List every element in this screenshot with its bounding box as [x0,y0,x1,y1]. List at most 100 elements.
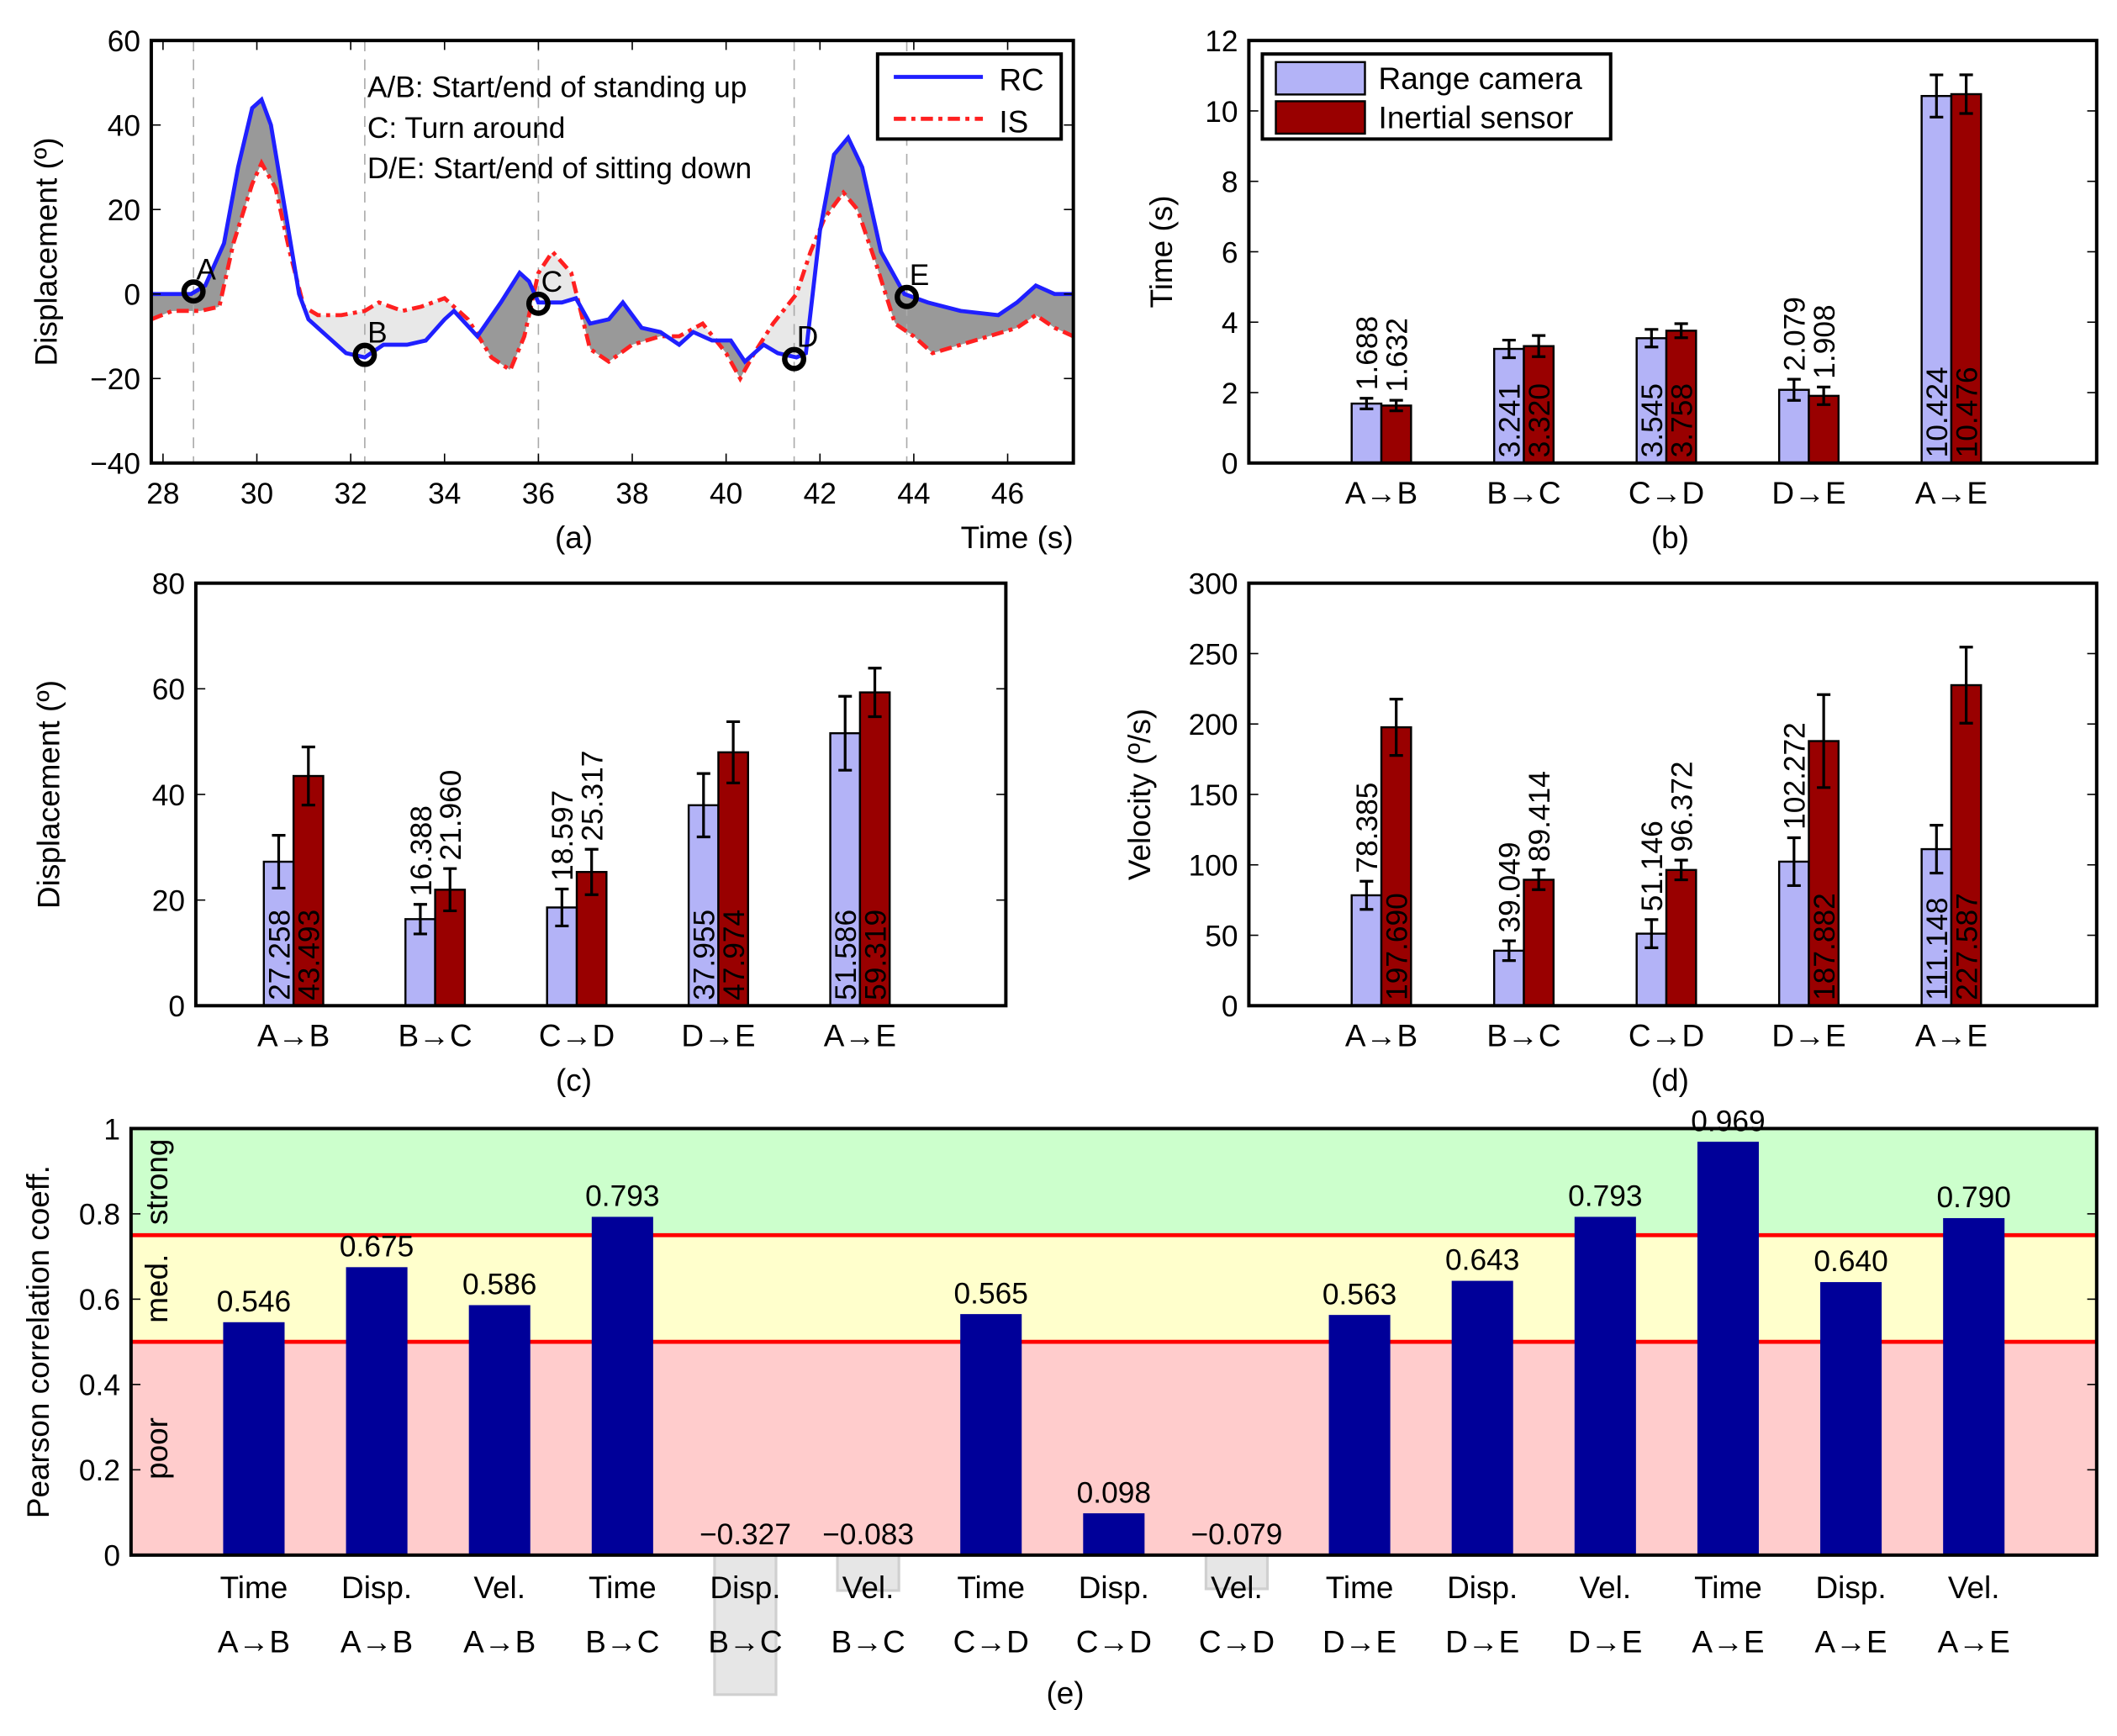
y-tick-label: 300 [1189,568,1238,601]
event-marker [895,284,919,309]
bar [1665,868,1697,1007]
caption: (a) [555,520,593,555]
error-bar [1389,697,1403,757]
bar-value-label: 25.317 [577,751,610,842]
x-category-label: C→D [539,1018,615,1053]
y-tick-label: 250 [1189,638,1238,671]
bar [687,804,720,1007]
bar-value-label: 0.643 [1445,1244,1519,1277]
error-bar [1389,398,1403,413]
bar-value-label: 111.148 [1921,897,1954,1000]
x-category-label: Vel. [842,1570,895,1605]
error-bar [1532,334,1546,358]
chart-e: poor med. strong 0.546 0.675 0.586 0.793 −0.327… [21,1105,2099,1710]
caption: (b) [1651,520,1689,555]
bar [1523,879,1555,1007]
bar-value-label: 1.688 [1351,316,1384,390]
error-bar [1674,858,1688,882]
axes-frame [129,1127,2099,1557]
x-category-label: Time [1326,1570,1394,1605]
fill-between-segment [479,273,535,370]
error-bar [443,867,457,913]
x-category-label: D→E [1568,1624,1642,1659]
caption: (d) [1651,1063,1689,1097]
x-tick-label: 46 [991,478,1024,510]
y-tick-label: 12 [1205,25,1238,58]
legend-label: Range camera [1379,61,1583,96]
bar-value-label: 0.586 [462,1269,536,1301]
y-tick-label: 50 [1205,920,1238,952]
bar-value-label: 3.320 [1523,383,1556,457]
bar-value-label: 10.424 [1921,367,1954,457]
x-category-label: Vel. [473,1570,525,1605]
x-tick-label: 28 [146,478,179,510]
bar-value-label: 0.793 [585,1180,659,1213]
x-category-label: Time [957,1570,1025,1605]
x-category-label: Time [1694,1570,1762,1605]
legend: Range camera Inertial sensor [1260,52,1613,141]
fill-between-segment [578,303,668,361]
x-tick-label: 34 [428,478,461,510]
error-bar [1787,377,1801,402]
axes-frame [193,581,1008,1008]
event-marker-label: A [196,253,216,286]
error-bar [868,667,882,719]
x-category-label: Vel. [1948,1570,2000,1605]
bar-value-label: 16.388 [405,805,438,896]
bar [1350,894,1383,1007]
bar-value-label: 1.632 [1381,318,1414,392]
x-category-label: Time [589,1570,657,1605]
error-bar [696,772,710,839]
band-label: med. [140,1254,174,1323]
legend-swatch [1275,100,1366,135]
bar [1665,330,1697,464]
x-category-label: D→E [1322,1624,1396,1659]
y-tick-label: 80 [152,568,185,601]
x-category-label: A→E [1692,1624,1764,1659]
bar-value-label: 47.974 [718,910,751,1000]
y-tick-label: 40 [108,110,140,143]
legend: RC IS [875,52,1064,141]
bar-value-label: 0.640 [1813,1245,1887,1278]
bar-value-label: −0.327 [700,1518,791,1551]
y-axis-label: Displacement (º) [32,680,66,909]
event-marker-label: D [797,321,819,354]
bar [346,1267,408,1555]
y-tick-label: 100 [1189,850,1238,883]
bar-value-label: 96.372 [1666,761,1699,852]
legend-box [875,52,1064,141]
x-category-label: A→E [1915,476,1988,510]
error-bar [1817,385,1831,406]
bar [223,1322,285,1555]
negative-bar [713,1554,778,1696]
x-category-label: C→D [1076,1624,1152,1659]
series-line-rc [150,96,1074,365]
x-category-label: Vel. [1580,1570,1632,1605]
x-tick-label: 36 [522,478,555,510]
event-marker [525,291,551,316]
x-category-label: C→D [953,1624,1029,1659]
x-category-label: B→C [831,1624,905,1659]
y-tick-label: 20 [108,194,140,227]
x-category-label: Time [220,1570,288,1605]
error-bar [555,887,569,928]
bar [1451,1280,1513,1555]
y-tick-label: 200 [1189,709,1238,741]
x-category-label: B→C [398,1018,472,1053]
bar-value-label: 10.476 [1951,367,1983,457]
band-label: strong [140,1139,174,1226]
y-axis-label: Velocity (º/s) [1122,709,1157,880]
x-category-label: Disp. [1447,1570,1518,1605]
fill-between-segment [298,282,480,357]
axes-frame [149,39,1075,465]
error-bar [1930,73,1944,119]
bar-value-label: 227.587 [1951,893,1983,1000]
bar [1920,847,1953,1007]
fill-between-segment [667,324,716,345]
y-tick-label: 0.8 [79,1199,120,1232]
event-marker-label: C [541,266,563,298]
x-category-label: B→C [585,1624,659,1659]
bar [468,1305,531,1555]
bar [1943,1217,2005,1555]
x-category-label: A→E [824,1018,896,1053]
